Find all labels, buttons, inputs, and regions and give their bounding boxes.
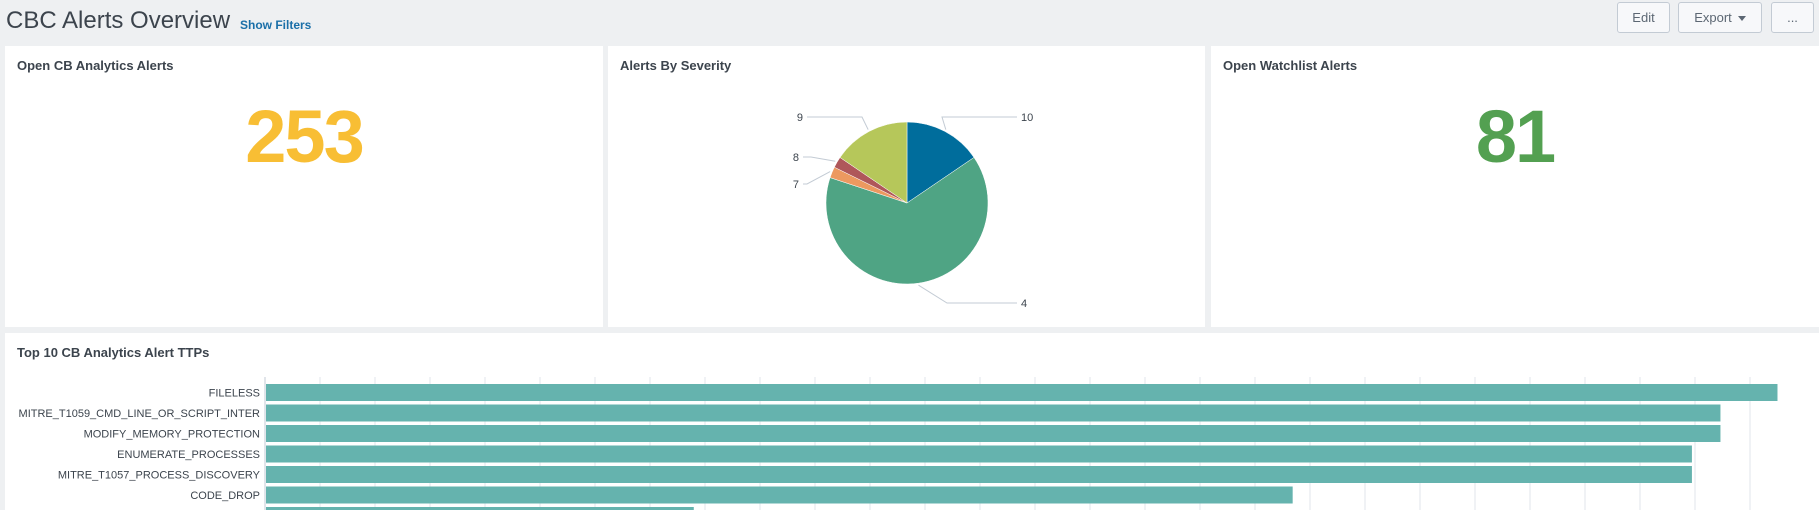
bar-category-label: MITRE_T1057_PROCESS_DISCOVERY [58,470,261,482]
bar-modify_memory_protection[interactable] [266,425,1721,442]
panel-title: Open Watchlist Alerts [1223,58,1358,73]
page-title: CBC Alerts Overview [6,7,231,34]
pie-label-7: 7 [793,179,799,191]
show-filters-link[interactable]: Show Filters [240,18,312,32]
ttps-bar-chart: FILELESS MITRE_T1059_CMD_LINE_OR_SCRIPT_I… [19,377,1778,510]
export-button-label: Export [1694,10,1732,25]
edit-button[interactable]: Edit [1617,2,1670,33]
pie-slice-4[interactable] [825,157,989,285]
bar-item-6[interactable] [266,507,694,510]
panel-title: Top 10 CB Analytics Alert TTPs [17,345,210,360]
bar-mitre_t1059_cmd_line_or_script_inter[interactable] [266,404,1721,422]
single-value-analytics[interactable]: 253 [245,95,364,178]
pie-leader-line [803,156,836,162]
more-options-label: ... [1787,10,1798,25]
pie-slice-10[interactable] [906,121,975,204]
pie-leader-line [807,116,869,130]
bar-category-label: CODE_DROP [190,490,260,502]
panel-top-ttps: Top 10 CB Analytics Alert TTPs FILELESS M… [5,333,1819,510]
dashboard-header: CBC Alerts Overview Show Filters Edit Ex… [0,0,1819,42]
bar-fileless[interactable] [266,384,1778,401]
pie-leader-line [941,116,1017,130]
pie-label-10: 10 [1021,112,1033,124]
pie-label-9: 9 [797,112,803,124]
pie-label-4: 4 [1021,298,1027,310]
bar-enumerate_processes[interactable] [266,445,1692,463]
bar-category-label: MITRE_T1059_CMD_LINE_OR_SCRIPT_INTER [19,408,261,420]
bar-category-label: MODIFY_MEMORY_PROTECTION [84,429,260,441]
export-button[interactable]: Export [1678,2,1762,33]
edit-button-label: Edit [1632,10,1655,25]
chevron-down-icon [1737,15,1746,21]
more-options-button[interactable]: ... [1771,2,1814,33]
pie-leader-line [918,284,1017,304]
panel-alerts-by-severity: Alerts By Severity 10 4 7 8 9 [608,46,1205,327]
panel-open-watchlist-alerts: Open Watchlist Alerts 81 [1211,46,1819,327]
bar-code_drop[interactable] [266,486,1293,504]
bar-category-label: ENUMERATE_PROCESSES [117,449,260,461]
pie-label-8: 8 [793,152,799,164]
pie-slice-9[interactable] [839,121,908,204]
panel-open-cb-analytics-alerts: Open CB Analytics Alerts 253 [5,46,603,327]
pie-leader-line [803,171,831,185]
single-value-watchlist[interactable]: 81 [1475,95,1556,178]
bar-category-label: FILELESS [209,388,260,400]
severity-pie-chart: 10 4 7 8 9 [793,112,1033,310]
bar-mitre_t1057_process_discovery[interactable] [266,466,1692,483]
panel-title: Alerts By Severity [620,58,732,73]
panel-title: Open CB Analytics Alerts [17,58,174,73]
